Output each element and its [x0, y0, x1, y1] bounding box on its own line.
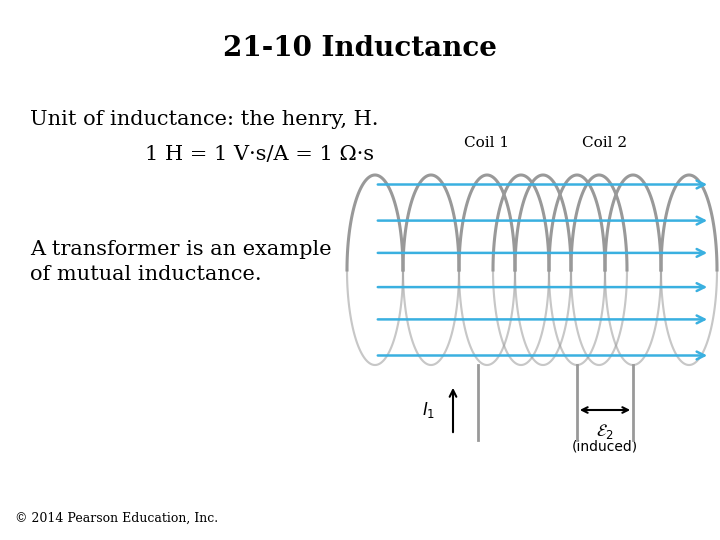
Text: of mutual inductance.: of mutual inductance.: [30, 265, 261, 284]
Text: $\mathcal{E}_2$: $\mathcal{E}_2$: [596, 422, 614, 441]
Text: Coil 2: Coil 2: [582, 136, 628, 150]
Text: Coil 1: Coil 1: [464, 136, 510, 150]
Text: (induced): (induced): [572, 440, 638, 454]
Text: 1 H = 1 V·s/A = 1 Ω·s: 1 H = 1 V·s/A = 1 Ω·s: [145, 145, 374, 164]
Text: 21-10 Inductance: 21-10 Inductance: [223, 35, 497, 62]
Text: © 2014 Pearson Education, Inc.: © 2014 Pearson Education, Inc.: [15, 512, 218, 525]
Text: A transformer is an example: A transformer is an example: [30, 240, 332, 259]
Text: Unit of inductance: the henry, H.: Unit of inductance: the henry, H.: [30, 110, 379, 129]
Text: $I_1$: $I_1$: [422, 400, 435, 420]
